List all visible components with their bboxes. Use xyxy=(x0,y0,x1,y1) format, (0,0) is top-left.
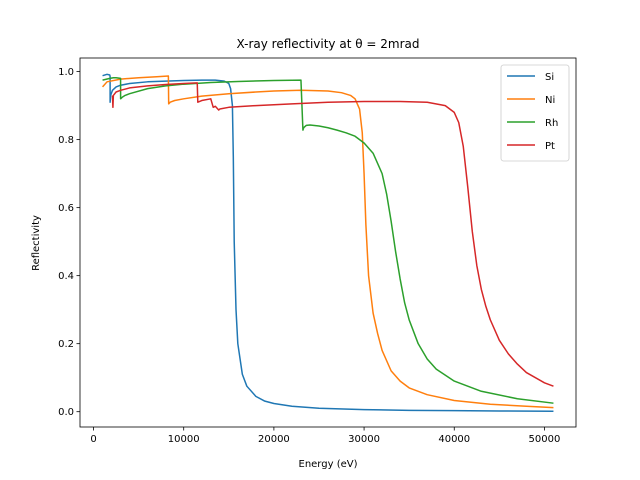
y-tick-label: 0.6 xyxy=(58,203,74,214)
y-tick-label: 1.0 xyxy=(58,67,74,78)
legend-label-ni: Ni xyxy=(545,95,555,106)
x-tick-label: 20000 xyxy=(258,434,290,445)
y-axis-label: Reflectivity xyxy=(31,215,42,271)
x-axis-label: Energy (eV) xyxy=(299,459,358,470)
y-tick-label: 0.4 xyxy=(58,271,74,282)
y-axis: 0.0 0.2 0.4 0.6 0.8 1.0 xyxy=(58,67,80,418)
series-line-si xyxy=(102,73,554,412)
x-tick-label: 0 xyxy=(90,434,96,445)
x-tick-label: 40000 xyxy=(438,434,470,445)
legend: Si Ni Rh Pt xyxy=(500,64,570,162)
y-tick-label: 0.8 xyxy=(58,135,74,146)
series-line-pt xyxy=(111,82,554,387)
series-line-rh xyxy=(102,76,554,404)
legend-label-rh: Rh xyxy=(545,118,558,129)
chart-title: X-ray reflectivity at θ = 2mrad xyxy=(237,37,420,51)
legend-label-si: Si xyxy=(545,72,554,83)
legend-label-pt: Pt xyxy=(545,141,555,152)
series-line-ni xyxy=(101,75,554,409)
x-tick-label: 50000 xyxy=(529,434,561,445)
plot-area xyxy=(101,73,554,412)
x-tick-label: 10000 xyxy=(168,434,200,445)
x-tick-label: 30000 xyxy=(348,434,380,445)
x-axis: 0 10000 20000 30000 40000 50000 xyxy=(90,427,560,445)
axes-frame xyxy=(79,57,577,428)
legend-box xyxy=(500,64,570,162)
y-tick-label: 0.2 xyxy=(58,339,74,350)
y-tick-label: 0.0 xyxy=(58,407,74,418)
